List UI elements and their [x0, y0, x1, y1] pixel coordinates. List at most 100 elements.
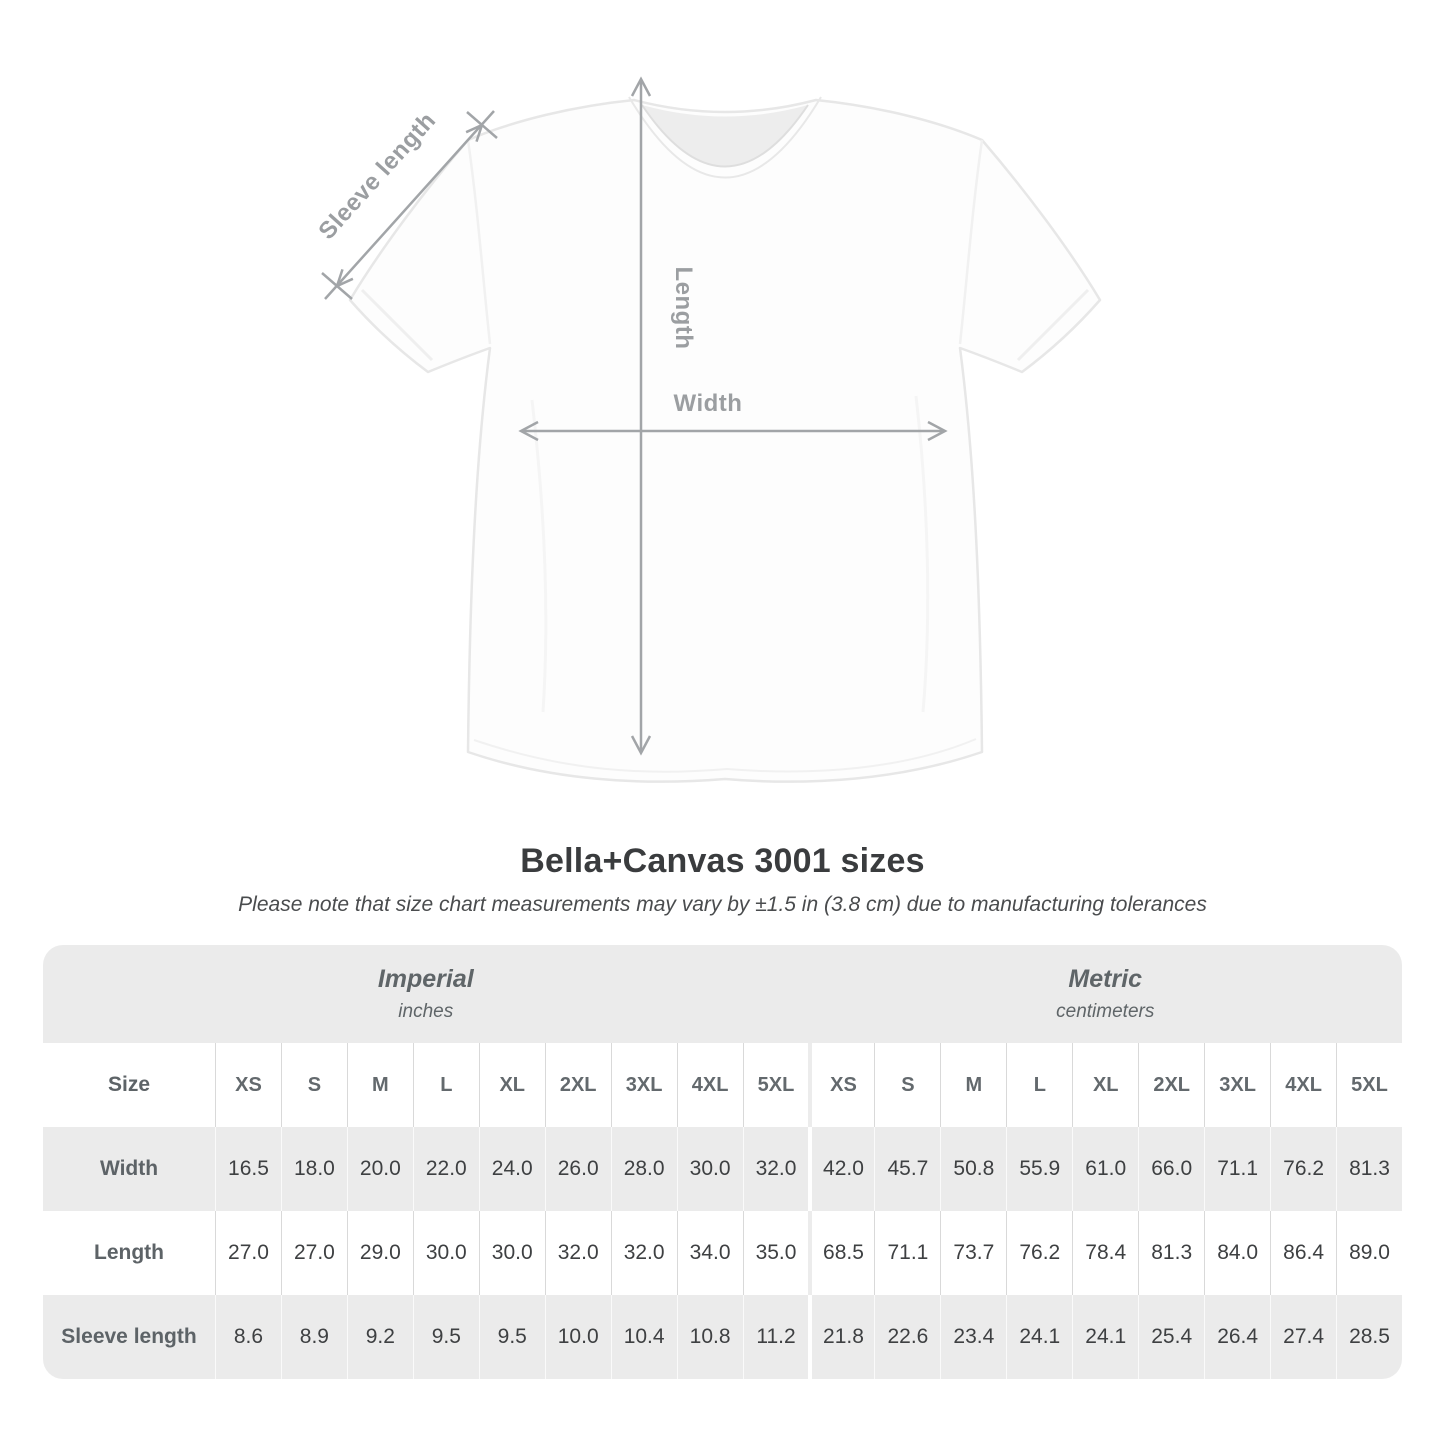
right-sleeve-hem-seam	[1016, 288, 1090, 362]
value-cell: 9.5	[478, 1295, 545, 1379]
size-header-row: Size XS S M L XL 2XL 3XL 4XL 5XL XS S M L XL 2XL 3XL 4XL 5…	[43, 1043, 1402, 1127]
value-cell: 61.0	[1072, 1127, 1138, 1211]
size-table: Imperial inches Metric centimeters Size X…	[43, 945, 1402, 1379]
sleeve-length-dimension	[321, 110, 498, 300]
value-cell: 45.7	[874, 1127, 940, 1211]
measurement-row: Sleeve length 8.6 8.9 9.2 9.5 9.5 10.0 10.4 10.8…	[43, 1295, 1402, 1379]
value-cell: 32.0	[742, 1127, 809, 1211]
length-label: Length	[670, 267, 697, 350]
row-label: Width	[99, 1157, 159, 1180]
collar-outer-edge	[628, 96, 822, 179]
value-cell: 32.0	[610, 1211, 677, 1295]
value-cell: 20.0	[346, 1127, 413, 1211]
bottom-hem-seam	[473, 738, 977, 773]
right-armhole-seam	[958, 139, 984, 345]
value-cell: 26.4	[1204, 1295, 1270, 1379]
value-cell: 32.0	[544, 1211, 611, 1295]
page-title: Bella+Canvas 3001 sizes	[520, 842, 925, 880]
length-arrowhead-top	[630, 76, 652, 97]
collar-inner-edge	[641, 104, 809, 168]
measurement-row: Width 16.5 18.0 20.0 22.0 24.0 26.0 28.0 30.0 32.…	[43, 1127, 1402, 1211]
size-column-header: 4XL	[676, 1043, 743, 1127]
value-cell: 28.0	[610, 1127, 677, 1211]
sleeve-arrowhead-bottom	[334, 269, 354, 289]
value-cell: 28.5	[1336, 1295, 1402, 1379]
value-cell: 30.0	[478, 1211, 545, 1295]
unit-group-header-row: Imperial inches Metric centimeters	[43, 945, 1402, 1043]
value-cell: 34.0	[676, 1211, 743, 1295]
value-cell: 9.5	[412, 1295, 479, 1379]
width-arrowhead-left	[518, 420, 539, 442]
size-column-header: 2XL	[544, 1043, 611, 1127]
value-cell: 27.4	[1270, 1295, 1336, 1379]
tshirt-body	[348, 98, 1102, 783]
length-arrowhead-bottom	[630, 735, 652, 756]
value-cell: 8.9	[280, 1295, 347, 1379]
tolerance-note: Please note that size chart measurements…	[238, 893, 1207, 916]
size-column-header: XL	[478, 1043, 545, 1127]
value-cell: 71.1	[874, 1211, 940, 1295]
row-label: Sleeve length	[61, 1325, 197, 1348]
value-cell: 68.5	[808, 1211, 874, 1295]
value-cell: 22.0	[412, 1127, 479, 1211]
value-cell: 11.2	[742, 1295, 809, 1379]
value-cell: 71.1	[1204, 1127, 1270, 1211]
sleeve-arrowhead-top	[465, 122, 485, 142]
width-label: Width	[674, 390, 743, 417]
value-cell: 10.0	[544, 1295, 611, 1379]
imperial-group-title: Imperial	[377, 965, 474, 993]
value-cell: 66.0	[1138, 1127, 1204, 1211]
size-column-header: XL	[1072, 1043, 1138, 1127]
value-cell: 30.0	[412, 1211, 479, 1295]
value-cell: 24.0	[478, 1127, 545, 1211]
width-dimension	[518, 420, 948, 442]
value-cell: 8.6	[215, 1295, 281, 1379]
imperial-group-header: Imperial inches	[43, 945, 809, 1043]
value-cell: 10.8	[676, 1295, 743, 1379]
value-cell: 21.8	[808, 1295, 874, 1379]
metric-group-unit: centimeters	[1056, 1001, 1155, 1022]
left-sleeve-hem-seam	[360, 288, 434, 362]
size-column-header: 3XL	[610, 1043, 677, 1127]
size-column-header: L	[1006, 1043, 1072, 1127]
value-cell: 76.2	[1006, 1211, 1072, 1295]
left-armhole-seam	[466, 139, 492, 345]
value-cell: 24.1	[1006, 1295, 1072, 1379]
value-cell: 35.0	[742, 1211, 809, 1295]
value-cell: 42.0	[808, 1127, 874, 1211]
size-column-header: 5XL	[742, 1043, 809, 1127]
size-column-header: L	[412, 1043, 479, 1127]
value-cell: 27.0	[215, 1211, 281, 1295]
value-cell: 26.0	[544, 1127, 611, 1211]
value-cell: 30.0	[676, 1127, 743, 1211]
size-column-header: 4XL	[1270, 1043, 1336, 1127]
value-cell: 76.2	[1270, 1127, 1336, 1211]
value-cell: 16.5	[215, 1127, 281, 1211]
value-cell: 22.6	[874, 1295, 940, 1379]
size-column-header: 5XL	[1336, 1043, 1402, 1127]
size-column-header: 2XL	[1138, 1043, 1204, 1127]
value-cell: 27.0	[280, 1211, 347, 1295]
metric-group-header: Metric centimeters	[809, 945, 1403, 1043]
tshirt-measurement-diagram: Sleeve length Length Width	[313, 76, 1102, 783]
value-cell: 55.9	[1006, 1127, 1072, 1211]
size-column-header: M	[346, 1043, 413, 1127]
value-cell: 9.2	[346, 1295, 413, 1379]
value-cell: 81.3	[1138, 1211, 1204, 1295]
size-column-header: 3XL	[1204, 1043, 1270, 1127]
size-column-header: M	[940, 1043, 1006, 1127]
size-table-body: Size XS S M L XL 2XL 3XL 4XL 5XL XS S M L XL 2XL 3XL 4XL 5…	[43, 1043, 1402, 1379]
wrinkle-right	[914, 395, 930, 713]
size-column-header: XS	[808, 1043, 874, 1127]
row-label: Length	[94, 1241, 164, 1264]
value-cell: 84.0	[1204, 1211, 1270, 1295]
value-cell: 23.4	[940, 1295, 1006, 1379]
sleeve-dimension-line	[324, 110, 495, 300]
wrinkle-left	[530, 399, 548, 713]
tshirt-illustration	[348, 96, 1102, 783]
value-cell: 24.1	[1072, 1295, 1138, 1379]
value-cell: 81.3	[1336, 1127, 1402, 1211]
value-cell: 29.0	[346, 1211, 413, 1295]
value-cell: 73.7	[940, 1211, 1006, 1295]
